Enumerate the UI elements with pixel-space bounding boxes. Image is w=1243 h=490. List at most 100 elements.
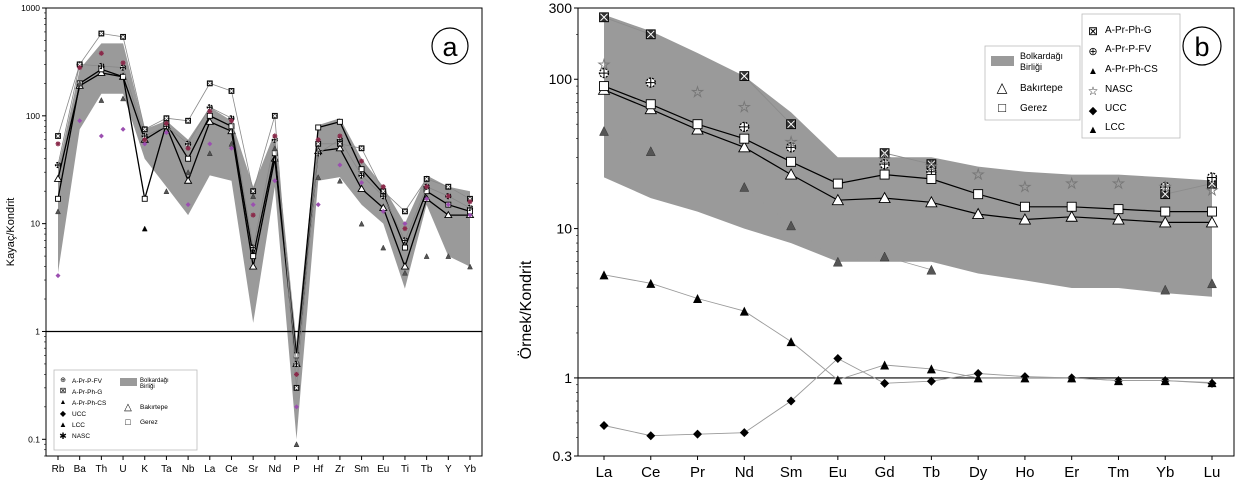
b-point-lcc-eu	[833, 375, 843, 385]
b-point-gerez-nd	[739, 133, 750, 144]
b-point-ucc-tb	[926, 376, 936, 386]
a-point-ucc-eu	[380, 208, 386, 214]
b-point-gerez-gd	[879, 169, 890, 180]
b-xtick-label-gd: Gd	[875, 464, 895, 481]
b-ytick-label: 1	[564, 370, 572, 386]
b-xtick-label-ce: Ce	[641, 464, 660, 481]
a-point-lcc-k	[142, 226, 148, 232]
b-point-a-pr-p-fv-nd	[739, 121, 750, 133]
a-xtick-label-la: La	[204, 464, 216, 475]
a-point-gerez-zr	[336, 118, 343, 125]
b-point-a-pr-p-fv-lu	[1206, 172, 1218, 183]
a-point-ucc-rb	[55, 273, 61, 279]
b-line-a-pr-ph-g-0	[603, 16, 651, 35]
a-point-bak-rtepe-rb	[53, 174, 63, 182]
b-series-lcc	[599, 270, 1217, 388]
a-xtick-label-sr: Sr	[248, 464, 259, 475]
b-point-bak-rtepe-sm	[784, 168, 798, 180]
a-point-a-pr-ph-cs-nb	[185, 169, 192, 175]
a-xtick-label-zr: Zr	[335, 464, 345, 475]
a-line-gerez-0	[57, 68, 471, 356]
b-point-nasc-ho	[1018, 180, 1032, 193]
a-point-nasc-ba	[77, 65, 83, 71]
panel-b-series	[597, 12, 1219, 441]
a-point-a-pr-ph-cs-eu	[380, 244, 387, 251]
b-series-nasc	[597, 57, 1219, 197]
svg-text:Birliği: Birliği	[140, 384, 155, 390]
a-point-a-pr-p-fv-sr	[250, 244, 257, 251]
a-point-ucc-k	[142, 141, 148, 147]
a-point-gerez-sm	[358, 166, 365, 173]
a-point-ucc-hf	[315, 202, 321, 208]
a-point-nasc-rb	[55, 141, 61, 147]
svg-text:⊕: ⊕	[60, 377, 66, 384]
b-point-lcc-ce	[646, 278, 656, 288]
b-point-nasc-tm	[1111, 176, 1126, 190]
legend-a-apv-label: A-Pr-P-FV	[72, 378, 103, 385]
b-xtick-label-dy: Dy	[969, 464, 988, 481]
a-xtick-label-yb: Yb	[464, 464, 477, 475]
b-series-bak-rtepe	[597, 83, 1219, 228]
a-xtick-label-rb: Rb	[52, 464, 65, 475]
b-series-a-pr-ph-cs	[599, 125, 1217, 295]
a-point-a-pr-ph-g-nd	[271, 112, 278, 119]
b-point-a-pr-ph-cs-gd	[879, 251, 890, 262]
legend-a-apcs-label: A-Pr-Ph-CS	[72, 400, 107, 407]
a-point-a-pr-ph-cs-th	[98, 97, 105, 103]
svg-text:□: □	[125, 417, 131, 427]
a-point-nasc-sm	[359, 158, 365, 164]
a-point-nasc-la	[207, 108, 213, 114]
b-point-nasc-lu	[1205, 183, 1219, 197]
a-point-nasc-sr	[250, 212, 256, 218]
panel-a-y-ticks: 1000 100 10 1 0.1	[21, 3, 46, 457]
a-point-a-pr-ph-cs-sm	[358, 220, 365, 227]
a-point-a-pr-ph-g-rb	[55, 133, 61, 139]
a-xtick-label-ta: Ta	[161, 464, 172, 475]
b-point-ucc-sm	[786, 396, 796, 406]
a-point-bak-rtepe-y	[444, 210, 453, 219]
svg-text:▲: ▲	[1088, 66, 1098, 77]
b-point-bak-rtepe-tm	[1112, 213, 1125, 225]
a-point-a-pr-p-fv-ti	[401, 237, 409, 244]
a-series-a-pr-ph-cs	[55, 80, 473, 447]
a-point-a-pr-ph-g-nb	[185, 117, 192, 124]
b-point-lcc-ho	[1020, 373, 1030, 383]
b-point-nasc-pr	[690, 85, 705, 98]
a-point-a-pr-ph-g-u	[120, 33, 126, 40]
b-point-bak-rtepe-er	[1065, 210, 1078, 222]
b-point-lcc-er	[1067, 373, 1077, 383]
b-point-gerez-tb	[926, 173, 937, 184]
a-xtick-label-ti: Ti	[401, 464, 409, 475]
a-xtick-label-ba: Ba	[74, 464, 87, 475]
a-point-ucc-ti	[402, 221, 408, 227]
a-xtick-label-p: P	[293, 464, 300, 475]
a-point-ucc-ce	[228, 145, 234, 151]
a-point-bak-rtepe-sm	[357, 184, 366, 192]
a-point-ucc-la	[207, 141, 213, 147]
a-point-bak-rtepe-th	[97, 68, 106, 76]
a-series-nasc	[55, 50, 473, 377]
a-point-gerez-ce	[228, 123, 235, 130]
b-line-a-pr-ph-cs-2	[1165, 282, 1213, 291]
b-line-bak-rtepe-0	[603, 89, 1212, 223]
b-point-nasc-dy	[971, 167, 985, 181]
a-point-nasc-tb	[424, 184, 430, 190]
legend-a-nasc-label: NASC	[72, 433, 90, 440]
a-point-a-pr-ph-g-eu	[380, 188, 387, 195]
a-point-nasc-yb	[467, 199, 473, 205]
b-point-a-pr-ph-g-la	[599, 12, 609, 23]
a-point-gerez-k	[141, 195, 148, 202]
b-line-a-pr-ph-g-2	[884, 152, 932, 165]
b-point-a-pr-ph-cs-yb	[1160, 284, 1171, 295]
a-point-a-pr-ph-cs-yb	[467, 263, 473, 270]
b-point-lcc-la	[599, 270, 609, 280]
legend-a-gerez-label: Gerez	[140, 419, 158, 426]
b-point-bak-rtepe-tb	[925, 195, 938, 208]
legend-a-band-label: Bolkardağı	[140, 378, 169, 384]
a-point-a-pr-ph-cs-u	[120, 95, 126, 102]
a-xtick-label-nb: Nb	[182, 464, 195, 475]
a-point-nasc-ta	[163, 120, 169, 126]
svg-text:Birliği: Birliği	[1020, 62, 1042, 72]
svg-text:⊕: ⊕	[1088, 46, 1097, 58]
a-point-bak-rtepe-ti	[400, 262, 410, 270]
